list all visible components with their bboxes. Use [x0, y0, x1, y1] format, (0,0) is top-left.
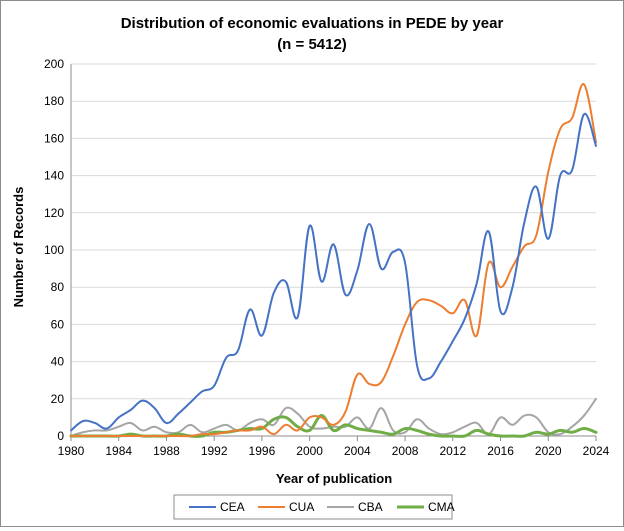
- axes: [70, 64, 597, 441]
- chart-title: Distribution of economic evaluations in …: [121, 15, 504, 32]
- series-line-cea: [70, 113, 597, 432]
- y-tick-label-160: 160: [44, 131, 64, 145]
- series-line-cua: [70, 83, 597, 438]
- legend-items: CEA CUA CBA CMA: [189, 500, 455, 514]
- x-tick-label-1980: 1980: [58, 444, 85, 458]
- y-tick-label-60: 60: [51, 317, 65, 331]
- x-tick-label-1996: 1996: [249, 444, 276, 458]
- y-tick-label-140: 140: [44, 169, 64, 183]
- y-tick-label-80: 80: [51, 280, 65, 294]
- x-tick-label-1988: 1988: [153, 444, 180, 458]
- series-line-cba: [70, 397, 597, 437]
- y-tick-label-20: 20: [51, 392, 65, 406]
- y-tick-label-180: 180: [44, 94, 64, 108]
- legend-label-cua: CUA: [289, 500, 314, 514]
- y-tick-label-120: 120: [44, 206, 64, 220]
- legend-label-cma: CMA: [428, 500, 455, 514]
- x-axis-title: Year of publication: [276, 471, 392, 486]
- y-tick-label-200: 200: [44, 57, 64, 71]
- legend-label-cea: CEA: [220, 500, 245, 514]
- x-tick-label-2020: 2020: [535, 444, 562, 458]
- gridlines: [71, 63, 596, 400]
- series-lines: [69, 83, 598, 438]
- legend-label-cba: CBA: [358, 500, 383, 514]
- x-tick-label-2008: 2008: [392, 444, 419, 458]
- x-tick-label-2004: 2004: [344, 444, 371, 458]
- tick-labels: 0 20 40 60 80 100 120 140 160 180 200 1980 1984 1988 1…: [44, 57, 610, 458]
- legend: CEA CUA CBA CMA: [173, 494, 455, 520]
- y-tick-label-100: 100: [44, 243, 64, 257]
- x-tick-label-2000: 2000: [296, 444, 323, 458]
- x-tick-label-2012: 2012: [439, 444, 466, 458]
- y-tick-label-40: 40: [51, 355, 65, 369]
- y-axis-title: Number of Records: [11, 187, 26, 308]
- x-tick-label-2024: 2024: [583, 444, 610, 458]
- x-tick-label-2016: 2016: [487, 444, 514, 458]
- chart-subtitle: (n = 5412): [277, 36, 347, 53]
- x-tick-label-1984: 1984: [105, 444, 132, 458]
- y-tick-label-0: 0: [57, 429, 64, 443]
- x-tick-label-1992: 1992: [201, 444, 228, 458]
